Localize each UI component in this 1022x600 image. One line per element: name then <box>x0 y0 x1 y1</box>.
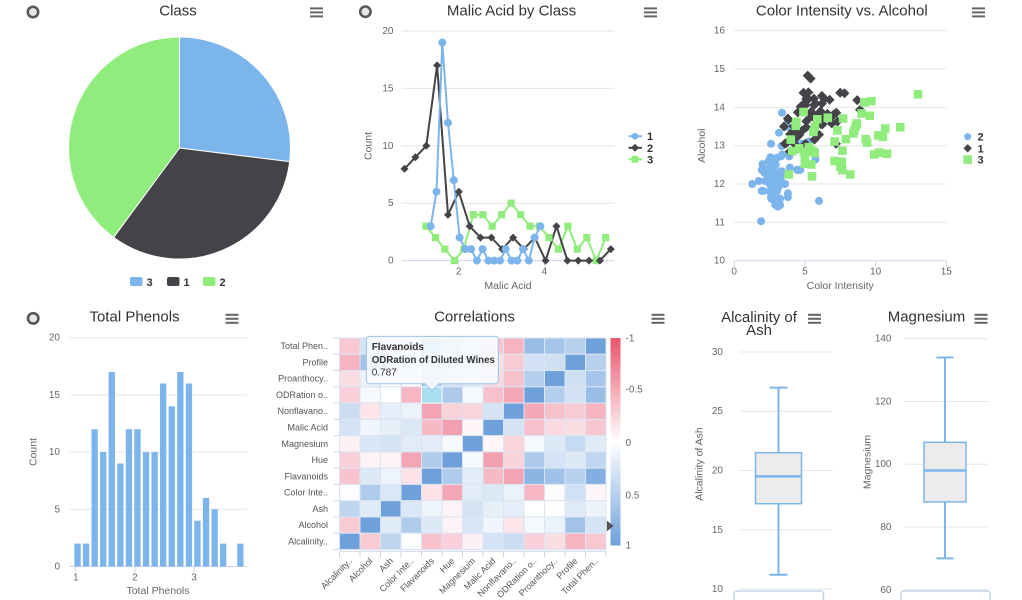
svg-text:Hue: Hue <box>311 455 328 465</box>
svg-text:ODRation o..: ODRation o.. <box>276 390 328 400</box>
svg-text:10: 10 <box>712 584 724 595</box>
svg-text:10: 10 <box>382 141 394 152</box>
svg-text:3: 3 <box>647 154 653 166</box>
svg-text:0: 0 <box>54 562 60 573</box>
svg-text:Alcalinity..: Alcalinity.. <box>288 536 328 546</box>
svg-text:30: 30 <box>712 347 724 358</box>
svg-text:20: 20 <box>49 333 61 344</box>
svg-text:-0.5: -0.5 <box>626 384 644 395</box>
svg-text:Color Intensity: Color Intensity <box>807 280 875 292</box>
svg-text:1: 1 <box>184 277 190 289</box>
svg-text:Total Phenols: Total Phenols <box>126 585 189 597</box>
svg-text:15: 15 <box>712 525 724 536</box>
svg-text:Profile: Profile <box>302 357 328 367</box>
svg-text:20: 20 <box>712 466 724 477</box>
svg-text:10: 10 <box>870 267 882 278</box>
svg-text:Total Phen..: Total Phen.. <box>280 341 328 351</box>
svg-text:4: 4 <box>542 267 548 278</box>
svg-text:0: 0 <box>626 438 632 449</box>
svg-text:0: 0 <box>731 267 737 278</box>
svg-text:Total Phenols: Total Phenols <box>89 308 179 325</box>
svg-text:15: 15 <box>49 390 61 401</box>
svg-text:1: 1 <box>626 541 632 552</box>
svg-text:Proanthocy..: Proanthocy.. <box>278 374 328 384</box>
svg-text:Alcalinity of Ash: Alcalinity of Ash <box>694 427 706 501</box>
svg-text:0.5: 0.5 <box>626 491 640 502</box>
svg-text:Magnesium: Magnesium <box>281 439 328 449</box>
svg-text:1: 1 <box>73 573 79 584</box>
svg-text:5: 5 <box>54 504 60 515</box>
svg-text:25: 25 <box>712 406 724 417</box>
svg-text:Flavanoids: Flavanoids <box>372 342 425 353</box>
svg-text:10: 10 <box>714 256 726 267</box>
svg-text:0.787: 0.787 <box>372 368 397 379</box>
svg-text:120: 120 <box>875 397 892 408</box>
svg-text:15: 15 <box>941 267 953 278</box>
svg-text:15: 15 <box>382 83 394 94</box>
svg-text:Magnesium: Magnesium <box>888 308 966 325</box>
svg-text:11: 11 <box>715 217 726 228</box>
svg-text:12: 12 <box>714 179 726 190</box>
svg-text:Flavanoids: Flavanoids <box>284 471 328 481</box>
svg-text:Nonflavano..: Nonflavano.. <box>277 406 328 416</box>
svg-text:Alcohol: Alcohol <box>696 128 708 162</box>
svg-text:15: 15 <box>714 64 726 75</box>
svg-text:3: 3 <box>191 573 197 584</box>
svg-text:60: 60 <box>880 585 892 596</box>
svg-text:2: 2 <box>978 132 984 144</box>
svg-text:14: 14 <box>714 102 726 113</box>
svg-text:Malic Acid: Malic Acid <box>484 280 531 292</box>
svg-text:5: 5 <box>802 267 808 278</box>
svg-text:3: 3 <box>978 155 984 167</box>
svg-text:1: 1 <box>978 143 984 155</box>
svg-text:16: 16 <box>714 26 726 37</box>
svg-text:Color Inte..: Color Inte.. <box>284 488 328 498</box>
svg-text:Magnesium: Magnesium <box>862 435 874 490</box>
svg-text:Ash: Ash <box>312 504 328 514</box>
svg-text:2: 2 <box>456 267 462 278</box>
svg-text:Malic Acid by Class: Malic Acid by Class <box>447 3 576 20</box>
svg-text:140: 140 <box>875 334 892 345</box>
svg-text:ODRation of Diluted Wines: ODRation of Diluted Wines <box>372 355 495 366</box>
svg-text:80: 80 <box>880 522 892 533</box>
svg-text:10: 10 <box>49 447 61 458</box>
svg-text:13: 13 <box>714 141 726 152</box>
svg-text:5: 5 <box>388 198 394 209</box>
svg-text:3: 3 <box>147 277 153 289</box>
svg-text:Correlations: Correlations <box>434 308 515 325</box>
svg-text:2: 2 <box>220 277 226 289</box>
svg-text:0: 0 <box>388 256 394 267</box>
svg-text:-1: -1 <box>626 334 635 345</box>
svg-text:Class: Class <box>159 3 197 20</box>
svg-text:Malic Acid: Malic Acid <box>287 423 328 433</box>
svg-text:100: 100 <box>875 459 892 470</box>
svg-text:Count: Count <box>28 438 40 466</box>
svg-text:Count: Count <box>363 132 375 160</box>
svg-text:1: 1 <box>647 131 653 143</box>
svg-text:Alcohol: Alcohol <box>298 520 328 530</box>
svg-text:Color Intensity vs. Alcohol: Color Intensity vs. Alcohol <box>756 3 928 20</box>
svg-text:2: 2 <box>132 573 138 584</box>
svg-text:20: 20 <box>382 26 394 37</box>
svg-text:2: 2 <box>647 143 653 155</box>
